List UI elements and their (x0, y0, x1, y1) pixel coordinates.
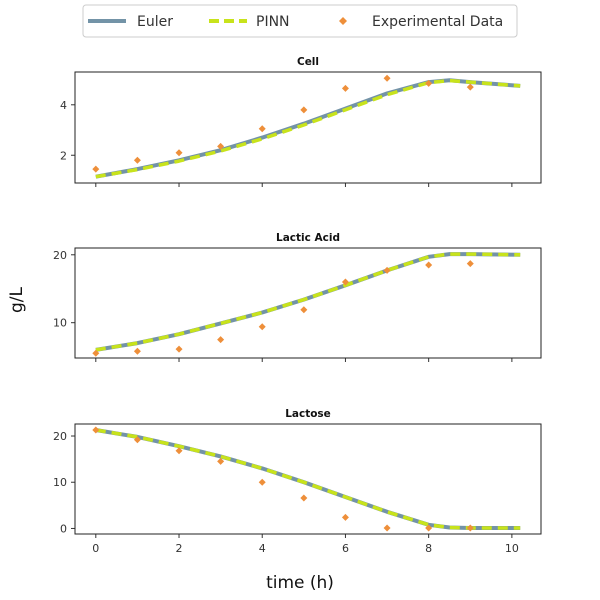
panel-title-lactose: Lactose (285, 408, 331, 420)
experimental-point-cell-6 (341, 84, 349, 92)
experimental-point-lactose-6 (341, 513, 349, 521)
x-tick-label-6: 6 (342, 542, 349, 555)
experimental-point-lactic-acid-0 (92, 349, 100, 357)
experimental-point-cell-8 (425, 79, 433, 87)
experimental-point-lactic-acid-8 (425, 261, 433, 269)
panel-title-cell: Cell (297, 56, 319, 68)
experimental-point-lactose-5 (300, 494, 308, 502)
experimental-point-lactic-acid-5 (300, 306, 308, 314)
experimental-point-cell-2 (175, 149, 183, 157)
panel-title-lactic-acid: Lactic Acid (276, 232, 340, 244)
experimental-point-lactose-3 (217, 457, 225, 465)
experimental-point-cell-5 (300, 106, 308, 114)
experimental-point-cell-1 (133, 156, 141, 164)
legend-pinn-label: PINN (256, 14, 290, 30)
experimental-point-lactose-2 (175, 447, 183, 455)
panel-frame-cell (74, 71, 542, 184)
panel-cell: Cell 2 4 (60, 56, 542, 187)
y-tick-label-lactose-10: 10 (53, 476, 67, 489)
x-tick-label-8: 8 (425, 542, 432, 555)
y-tick-label-lactic-acid-10: 10 (53, 317, 67, 330)
series-euler-lactic-acid (95, 252, 521, 352)
x-tick-label-0: 0 (92, 542, 99, 555)
series-pinn-lactic-acid (95, 252, 521, 352)
experimental-point-lactic-acid-4 (258, 323, 266, 331)
experimental-point-cell-4 (258, 125, 266, 133)
y-tick-label-lactose-0: 0 (60, 522, 67, 535)
plot-area-lactose (92, 426, 521, 532)
x-tick-label-10: 10 (505, 542, 519, 555)
experimental-point-lactic-acid-6 (341, 278, 349, 286)
experimental-point-cell-3 (217, 142, 225, 150)
series-pinn-lactose (95, 428, 521, 530)
y-tick-label-cell-4: 4 (60, 99, 67, 112)
experimental-point-cell-0 (92, 165, 100, 173)
y-tick-label-lactic-acid-20: 20 (53, 249, 67, 262)
experimental-point-lactose-8 (425, 524, 433, 532)
y-axis-label: g/L (7, 286, 27, 313)
legend-frame (82, 4, 518, 38)
plot-area-cell (92, 74, 521, 179)
experimental-point-lactose-1 (133, 436, 141, 444)
legend: Euler PINN Experimental Data (82, 4, 518, 38)
x-axis-label: time (h) (266, 573, 334, 593)
plot-area-lactic-acid (92, 252, 521, 357)
x-tick-label-4: 4 (259, 542, 266, 555)
panel-frame-lactose (74, 423, 542, 535)
x-tick-label-2: 2 (176, 542, 183, 555)
legend-experimental-label: Experimental Data (372, 14, 503, 30)
series-pinn-cell (95, 78, 521, 179)
legend-euler-label: Euler (137, 14, 173, 30)
y-tick-label-cell-2: 2 (60, 149, 67, 162)
experimental-point-lactose-7 (383, 524, 391, 532)
panel-lactic-acid: Lactic Acid 10 20 (53, 232, 542, 362)
panel-frame-lactic-acid (74, 247, 542, 359)
experimental-point-lactose-0 (92, 426, 100, 434)
experimental-point-lactose-9 (466, 524, 474, 532)
series-euler-cell (95, 78, 521, 179)
series-euler-lactose (95, 428, 521, 530)
experimental-point-cell-7 (383, 74, 391, 82)
experimental-point-lactose-4 (258, 478, 266, 486)
y-tick-label-lactose-20: 20 (53, 430, 67, 443)
experimental-point-lactic-acid-2 (175, 345, 183, 353)
experimental-point-lactic-acid-1 (133, 347, 141, 355)
legend-experimental-swatch (339, 17, 347, 25)
panel-lactose: Lactose 0 2 4 6 8 10 0 10 20 (53, 408, 542, 555)
experimental-point-lactic-acid-9 (466, 260, 474, 268)
experimental-point-cell-9 (466, 83, 474, 91)
experimental-point-lactic-acid-3 (217, 336, 225, 344)
experimental-point-lactic-acid-7 (383, 266, 391, 274)
panels: Cell 2 4 Lactic Acid 10 20 Lactose 0 2 4 6 8 10 0 10 20 (53, 56, 542, 555)
